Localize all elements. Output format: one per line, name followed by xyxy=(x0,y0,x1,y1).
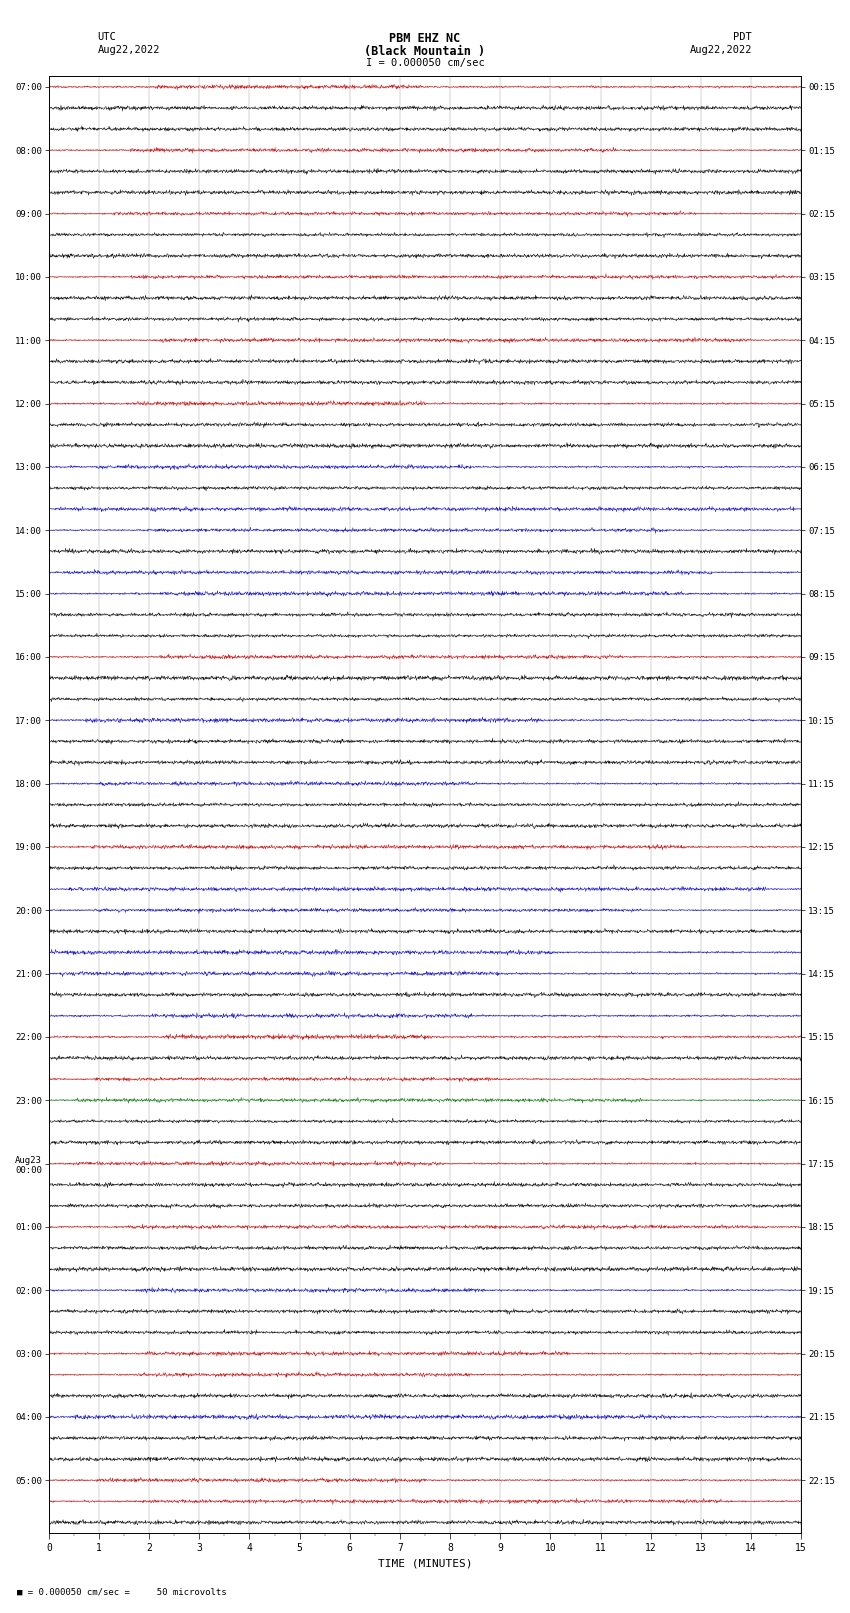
Text: PDT: PDT xyxy=(734,32,752,42)
Text: PBM EHZ NC: PBM EHZ NC xyxy=(389,32,461,45)
Text: (Black Mountain ): (Black Mountain ) xyxy=(365,45,485,58)
Text: I = 0.000050 cm/sec: I = 0.000050 cm/sec xyxy=(366,58,484,68)
Text: Aug22,2022: Aug22,2022 xyxy=(689,45,752,55)
X-axis label: TIME (MINUTES): TIME (MINUTES) xyxy=(377,1560,473,1569)
Text: Aug22,2022: Aug22,2022 xyxy=(98,45,161,55)
Text: ■ = 0.000050 cm/sec =     50 microvolts: ■ = 0.000050 cm/sec = 50 microvolts xyxy=(17,1587,227,1597)
Text: UTC: UTC xyxy=(98,32,116,42)
